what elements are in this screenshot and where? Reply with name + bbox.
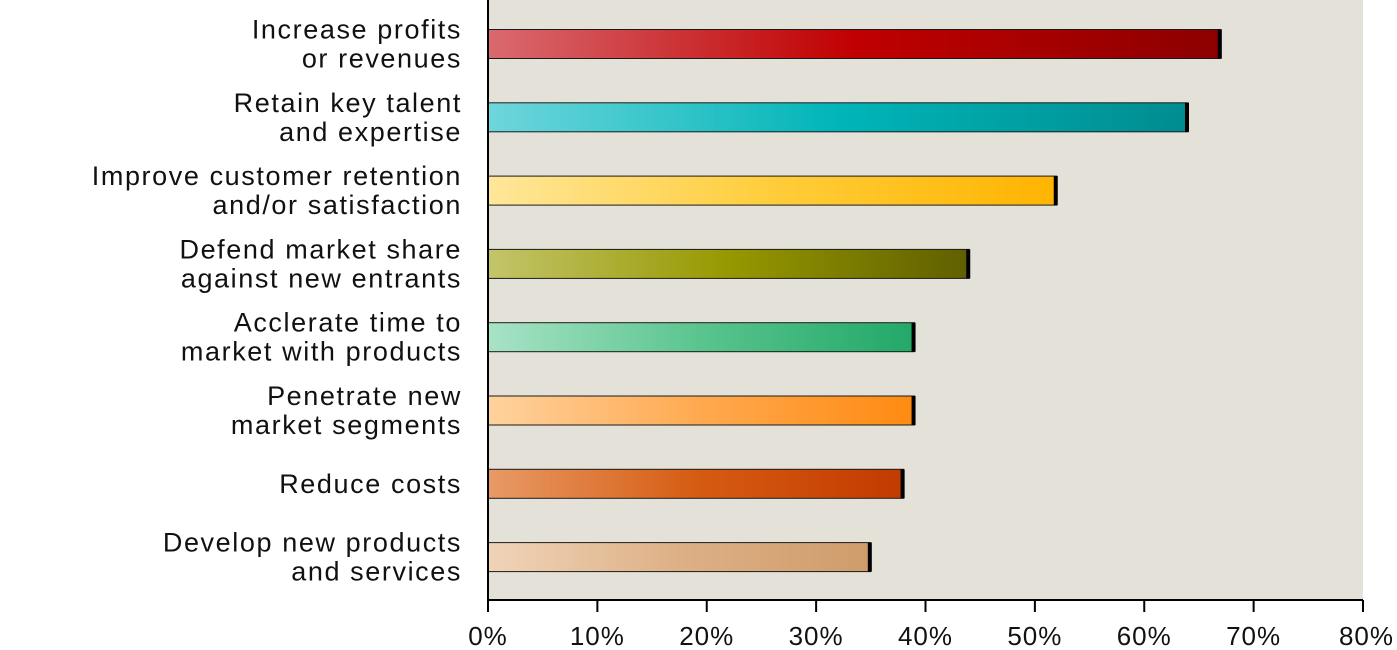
bar-end-cap-5: [911, 322, 916, 352]
x-tick-label: 0%: [468, 621, 508, 650]
category-label-line: and expertise: [279, 117, 462, 147]
bar-3: [487, 175, 1058, 206]
bar-6: [487, 395, 916, 426]
category-label-1: Increase profits or revenues: [252, 15, 462, 74]
bar-end-cap-6: [911, 396, 916, 425]
category-label-line: and services: [291, 557, 462, 587]
category-label-line: Acclerate time to: [234, 308, 462, 338]
bar-7: [487, 468, 905, 499]
category-label-3: Improve customer retention and/or satisfa…: [92, 161, 462, 220]
category-label-7: Reduce costs: [279, 469, 462, 499]
plot-background: [488, 0, 1363, 600]
category-label-line: or revenues: [302, 44, 462, 74]
category-label-line: Defend market share: [179, 234, 462, 264]
x-tick-label: 20%: [679, 621, 734, 650]
x-ticks-group: 0% 10% 20% 30% 40% 50% 60% 70% 80%: [468, 600, 1394, 650]
category-label-line: Penetrate new: [267, 381, 462, 411]
category-label-8: Develop new products and services: [163, 528, 462, 587]
category-label-line: and/or satisfaction: [212, 190, 462, 220]
category-label-line: Develop new products: [163, 528, 462, 558]
category-label-6: Penetrate new market segments: [231, 381, 462, 440]
bar-end-cap-7: [900, 469, 905, 499]
category-label-4: Defend market share against new entrants: [179, 234, 462, 293]
bar-end-cap-8: [867, 542, 872, 572]
bar-4: [487, 248, 970, 279]
x-tick-label: 40%: [898, 621, 953, 650]
category-label-line: Reduce costs: [279, 469, 462, 499]
bar-2: [487, 102, 1189, 133]
x-tick-label: 70%: [1226, 621, 1281, 650]
bar-5: [487, 322, 916, 353]
bar-end-cap-2: [1185, 102, 1189, 132]
x-tick-label: 10%: [570, 621, 625, 650]
x-tick-label: 80%: [1339, 621, 1394, 650]
bar-end-cap-4: [966, 249, 971, 279]
category-label-line: Increase profits: [252, 15, 462, 45]
category-label-5: Acclerate time to market with products: [181, 308, 462, 367]
category-label-line: market segments: [231, 410, 462, 440]
x-tick-label: 60%: [1117, 621, 1172, 650]
x-tick-label: 30%: [789, 621, 844, 650]
category-label-2: Retain key talent and expertise: [234, 88, 462, 147]
x-tick-label: 50%: [1007, 621, 1062, 650]
bar-8: [487, 542, 872, 573]
category-label-line: against new entrants: [181, 263, 462, 293]
bar-end-cap-3: [1053, 176, 1058, 206]
bar-1: [487, 29, 1222, 59]
category-label-line: market with products: [181, 337, 462, 367]
category-label-line: Improve customer retention: [92, 161, 462, 191]
category-label-line: Retain key talent: [234, 88, 462, 118]
category-labels-group: Increase profits or revenues Retain key ta…: [92, 15, 462, 587]
bar-end-cap-1: [1217, 29, 1222, 59]
